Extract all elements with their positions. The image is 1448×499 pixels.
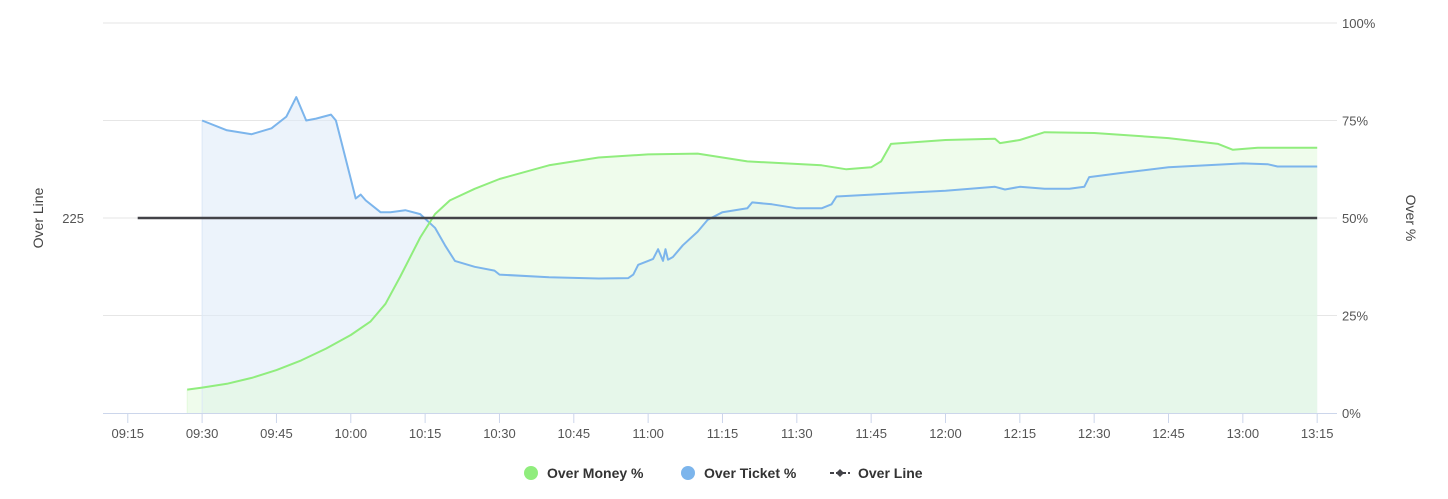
legend-item: Over Money % xyxy=(524,465,644,481)
x-tick-label: 10:00 xyxy=(335,426,368,441)
legend-label: Over Money % xyxy=(547,465,644,481)
x-tick-label: 11:45 xyxy=(855,426,887,441)
x-tick-label: 09:45 xyxy=(260,426,293,441)
legend-label: Over Ticket % xyxy=(704,465,797,481)
series-areas xyxy=(186,97,1318,413)
x-tick-label: 12:15 xyxy=(1004,426,1037,441)
y-axis-left-title: Over Line xyxy=(30,187,46,248)
legend-marker xyxy=(681,466,695,480)
x-tick-label: 12:45 xyxy=(1152,426,1185,441)
y-left-tick-label: 225 xyxy=(62,211,84,226)
y-right-tick-label: 75% xyxy=(1342,114,1368,129)
x-tick-label: 10:45 xyxy=(558,426,591,441)
legend: Over Money % Over Ticket % Over Line xyxy=(524,465,923,481)
y-right-tick-label: 25% xyxy=(1342,309,1368,324)
x-tick-label: 13:00 xyxy=(1227,426,1260,441)
legend-label: Over Line xyxy=(858,465,923,481)
x-tick-label: 12:00 xyxy=(929,426,962,441)
series-lines xyxy=(137,96,1318,391)
x-tick-label: 13:15 xyxy=(1301,426,1334,441)
legend-marker xyxy=(524,466,538,480)
y-axis-right: 0% 25% 50% 75% 100% xyxy=(1342,16,1376,421)
x-tick-label: 11:00 xyxy=(632,426,664,441)
y-axis-right-title: Over % xyxy=(1403,195,1419,242)
x-tick-label: 09:30 xyxy=(186,426,219,441)
x-tick-label: 10:30 xyxy=(483,426,516,441)
y-right-tick-label: 50% xyxy=(1342,211,1368,226)
legend-item: Over Line xyxy=(830,465,923,481)
x-tick-label: 12:30 xyxy=(1078,426,1111,441)
y-right-tick-label: 0% xyxy=(1342,406,1361,421)
over-money-area xyxy=(187,132,1318,413)
y-right-tick-label: 100% xyxy=(1342,16,1376,31)
legend-item: Over Ticket % xyxy=(681,465,797,481)
x-tick-label: 11:30 xyxy=(781,426,813,441)
x-tick-label: 09:15 xyxy=(112,426,145,441)
legend-diamond-icon xyxy=(836,469,844,477)
over-ticket-line xyxy=(201,96,1318,280)
over-money-line xyxy=(187,131,1318,391)
x-tick-label: 10:15 xyxy=(409,426,442,441)
x-axis: 09:15 09:30 09:45 10:00 10:15 10:30 10:45 11:00… xyxy=(103,413,1337,441)
x-tick-label: 11:15 xyxy=(707,426,739,441)
y-axis-left: 225 xyxy=(62,211,84,226)
